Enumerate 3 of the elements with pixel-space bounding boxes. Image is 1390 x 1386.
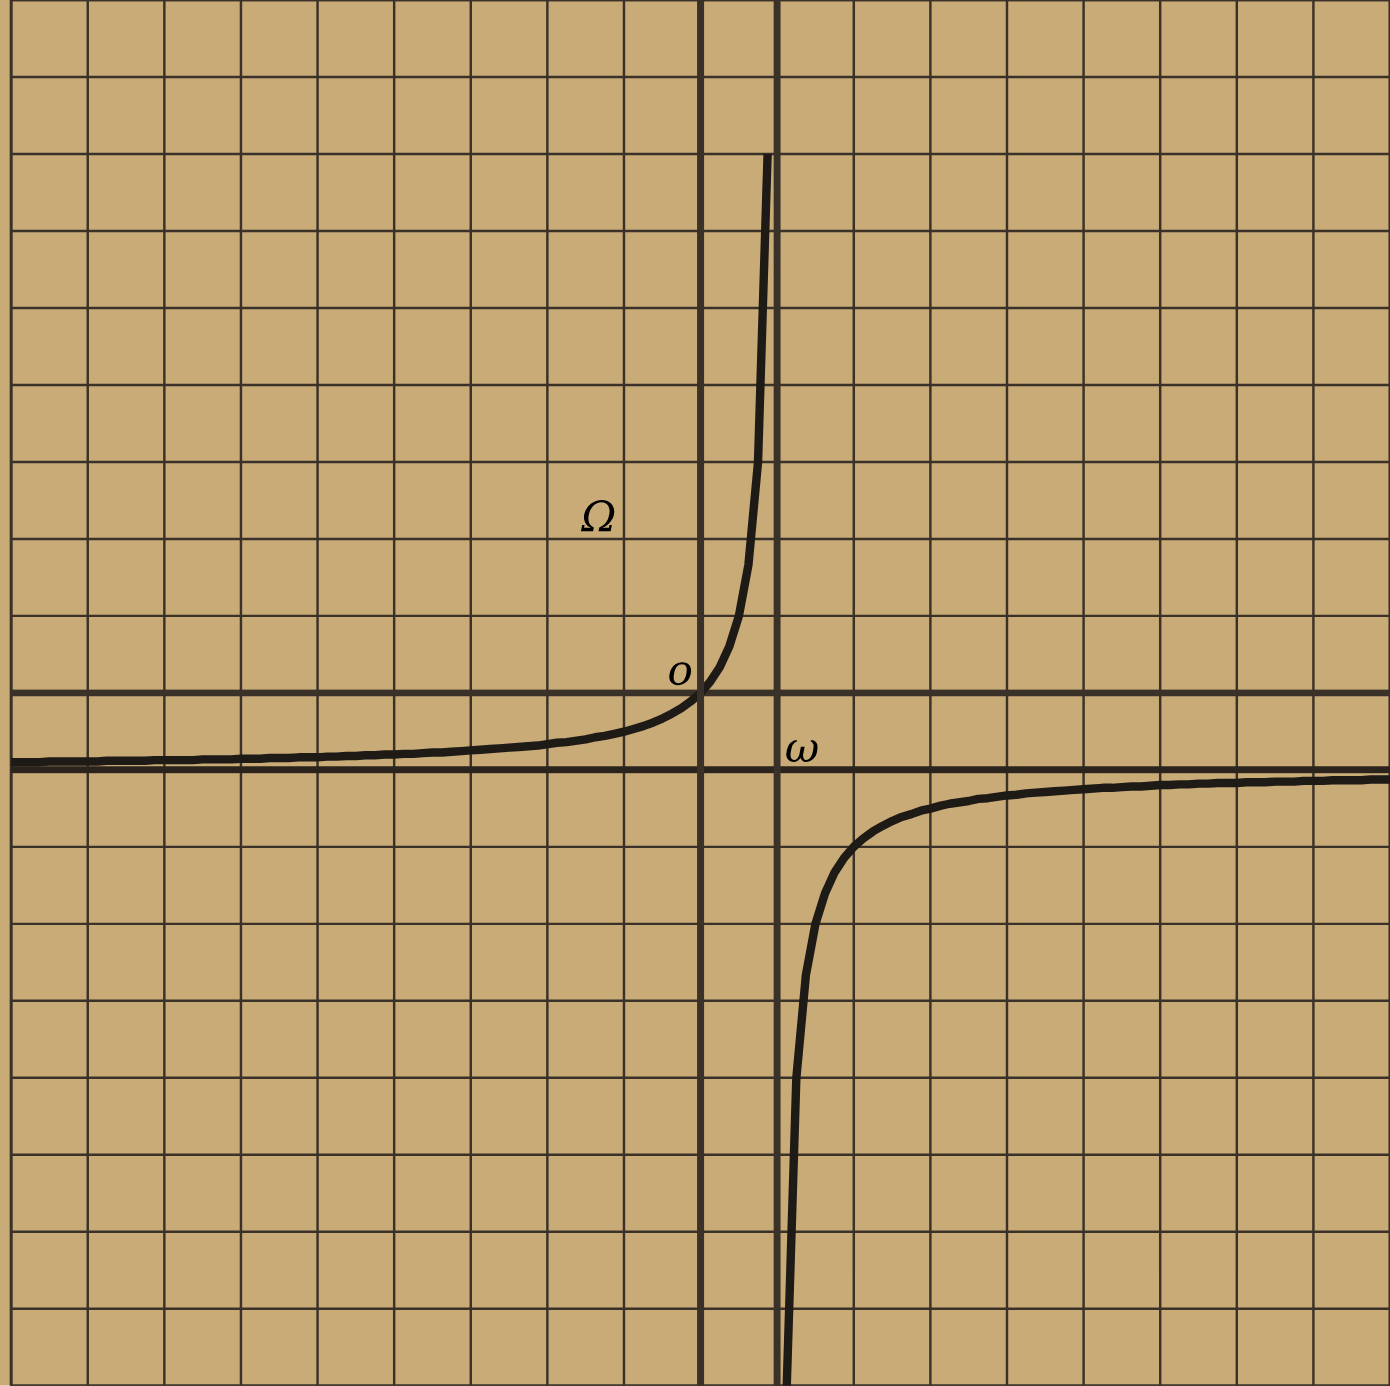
annotation: o [669,662,692,686]
annotation: Ω [580,500,615,532]
annotation: ω [786,740,818,763]
